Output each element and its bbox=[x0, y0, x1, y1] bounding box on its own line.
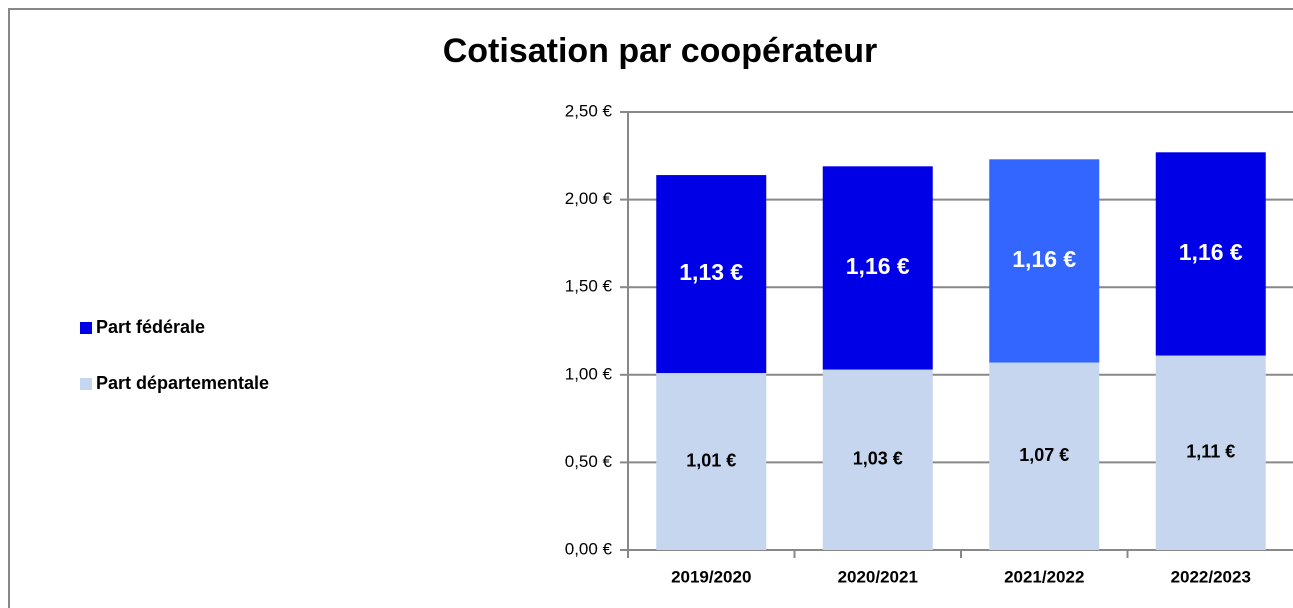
bar-segment bbox=[1155, 152, 1266, 356]
x-tick-label: 2022/2023 bbox=[1171, 567, 1251, 586]
data-label: 1,16 € bbox=[846, 253, 910, 279]
data-label: 1,13 € bbox=[679, 259, 743, 285]
legend-label: Part fédérale bbox=[96, 317, 205, 337]
y-tick-label: 0,50 € bbox=[565, 452, 613, 471]
bar-segment bbox=[822, 166, 933, 370]
y-tick-label: 2,00 € bbox=[565, 189, 613, 208]
chart-frame bbox=[8, 8, 1293, 608]
y-tick-label: 1,00 € bbox=[565, 364, 613, 383]
x-tick-label: 2019/2020 bbox=[671, 567, 751, 586]
legend-swatch bbox=[80, 322, 92, 334]
chart-title: Cotisation par coopérateur bbox=[443, 32, 878, 70]
data-label: 1,07 € bbox=[1019, 445, 1069, 465]
data-label: 1,16 € bbox=[1179, 239, 1243, 265]
bar-segment bbox=[1155, 355, 1266, 550]
legend-label: Part départementale bbox=[96, 373, 269, 393]
y-tick-label: 2,50 € bbox=[565, 101, 613, 120]
bar-segment bbox=[989, 159, 1100, 363]
y-tick-label: 0,00 € bbox=[565, 539, 613, 558]
bar-segment bbox=[656, 373, 767, 550]
x-tick-label: 2021/2022 bbox=[1004, 567, 1084, 586]
data-label: 1,01 € bbox=[686, 450, 736, 470]
bar-segment bbox=[822, 369, 933, 550]
y-tick-label: 1,50 € bbox=[565, 277, 613, 296]
bar-segment bbox=[656, 175, 767, 374]
bar-segment bbox=[989, 362, 1100, 550]
data-label: 1,11 € bbox=[1186, 442, 1235, 462]
x-tick-label: 2020/2021 bbox=[838, 567, 918, 586]
data-label: 1,03 € bbox=[853, 449, 903, 469]
data-label: 1,16 € bbox=[1012, 246, 1076, 272]
legend-swatch bbox=[80, 378, 92, 390]
